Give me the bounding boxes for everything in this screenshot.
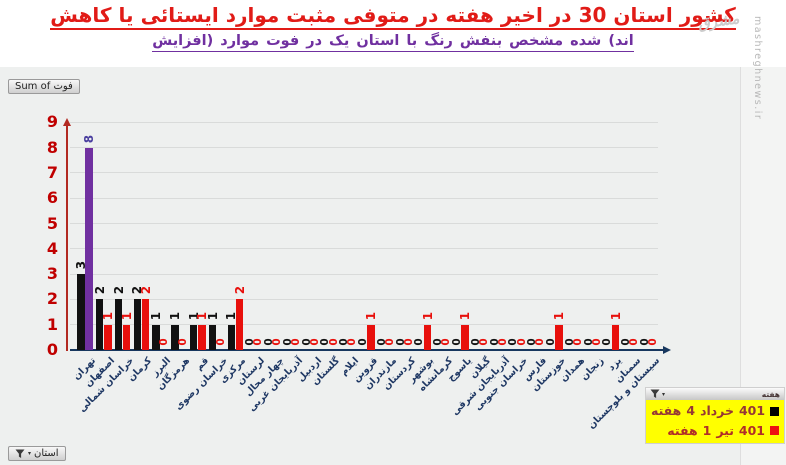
sum-of-field-button[interactable]: Sum of فوت [8, 79, 80, 94]
bar-week2-highlight-0 [85, 147, 93, 350]
bar-week1-4 [152, 324, 160, 350]
bar-week2-6 [198, 324, 206, 350]
y-tick-label-9: 9 [46, 112, 58, 132]
legend-box: ▾ هفته هفته 4 خرداد 401 هفته 1 تیر 401 [646, 388, 784, 443]
gridline-5 [70, 223, 658, 224]
page-title: کاهش یا ایستائی موارد مثبت متوفی در هفته اخیر در 3… [50, 4, 736, 30]
y-axis-line [66, 126, 68, 351]
legend-marker-1 [770, 426, 779, 436]
y-tick-label-8: 8 [46, 137, 58, 157]
bar-week2-8 [235, 299, 244, 350]
bar-label-week2-20: 1 [458, 311, 473, 320]
bar-label-week1-2: 2 [111, 286, 126, 295]
bar-label-week1-1: 2 [92, 286, 107, 295]
x-axis-arrow [663, 346, 671, 354]
bar-week1-1 [96, 299, 104, 350]
gridline-1 [70, 324, 658, 326]
legend-dropdown-icon: ▾ [662, 390, 666, 398]
province-filter-button[interactable]: ▾ استان [8, 446, 66, 461]
gridline-9 [70, 121, 658, 123]
legend-funnel-icon [650, 389, 660, 398]
bar-week2-15 [367, 324, 375, 350]
bar-week2-2 [123, 324, 131, 350]
bar-label-week2-25: 1 [552, 311, 567, 320]
bar-week2-28 [611, 324, 620, 350]
bar-week1-2 [114, 299, 123, 350]
bar-week2-18 [423, 324, 432, 350]
bar-week1-7 [208, 324, 217, 350]
bar-week1-5 [171, 324, 179, 350]
gridline-2 [70, 298, 658, 300]
bar-week2-25 [555, 324, 563, 350]
legend-item-1: هفته 1 تیر 401 [651, 424, 779, 438]
bar-label-week2-8: 2 [232, 286, 247, 295]
bar-week2-3 [141, 299, 150, 350]
legend-body: هفته 4 خرداد 401 هفته 1 تیر 401 [646, 400, 784, 443]
legend-header-label: هفته [761, 389, 780, 399]
bar-label-week2-30: 0 [646, 338, 659, 346]
gridline-8 [70, 147, 658, 149]
bar-label-week2-28: 1 [608, 311, 623, 320]
filter-funnel-icon [15, 449, 25, 458]
chart-panel [0, 67, 740, 465]
legend-marker-0 [770, 406, 779, 416]
bar-week2-1 [104, 324, 112, 350]
province-filter-label: استان [34, 448, 59, 459]
legend-filter-header[interactable]: ▾ هفته [646, 388, 784, 400]
bar-label-week2-0: 8 [82, 134, 97, 143]
bar-label-week2-15: 1 [364, 311, 379, 320]
y-tick-label-0: 0 [46, 340, 58, 359]
gridline-4 [70, 248, 658, 250]
gridline-6 [70, 197, 658, 199]
y-tick-label-6: 6 [46, 188, 58, 208]
bar-week1-6 [190, 324, 198, 350]
y-tick-label-2: 2 [46, 289, 58, 309]
y-tick-label-5: 5 [46, 213, 58, 233]
bar-week1-8 [227, 324, 235, 350]
gridline-3 [70, 273, 658, 275]
y-tick-label-3: 3 [46, 264, 58, 284]
page-subtitle: (افزایش موارد فوت در یک استان با رنگ بنفش مشخص شده… [152, 33, 634, 52]
bar-week2-20 [461, 324, 469, 350]
watermark-text: mashreghnews.ir [752, 16, 763, 121]
x-axis-line [70, 349, 664, 351]
legend-item-0: هفته 4 خرداد 401 [651, 404, 779, 418]
y-axis-arrow [63, 118, 71, 126]
y-tick-label-4: 4 [46, 238, 58, 258]
bar-week1-3 [133, 299, 141, 350]
bar-week1-0 [77, 274, 85, 350]
bar-label-week1-5: 1 [168, 311, 182, 320]
chart-titles: کاهش یا ایستائی موارد مثبت متوفی در هفته اخیر در 3… [0, 4, 786, 52]
bar-label-week1-4: 1 [149, 311, 164, 320]
dropdown-arrow-icon: ▾ [28, 450, 32, 457]
bar-label-week2-3: 2 [138, 286, 153, 295]
bar-label-week2-18: 1 [420, 311, 435, 320]
gridline-7 [70, 172, 658, 174]
y-tick-label-1: 1 [46, 314, 58, 334]
sum-of-field-label: Sum of فوت [15, 81, 73, 92]
y-tick-label-7: 7 [46, 162, 58, 182]
bar-label-week1-7: 1 [205, 311, 220, 320]
